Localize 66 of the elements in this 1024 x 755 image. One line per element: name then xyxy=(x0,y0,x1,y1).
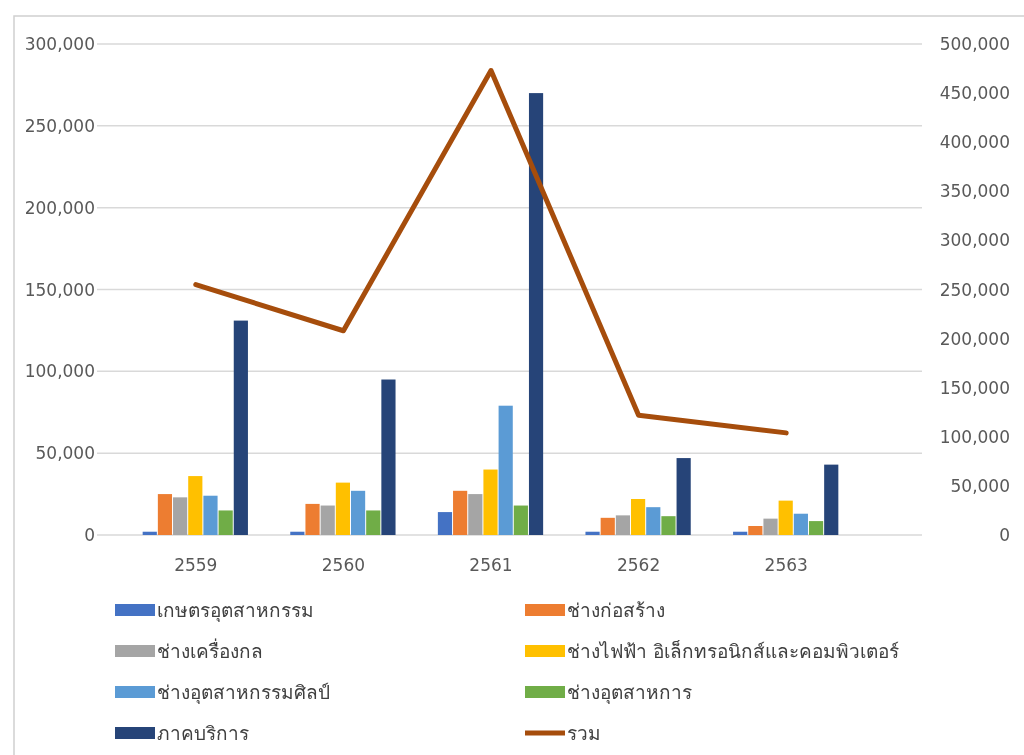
y-tick-label: 200,000 xyxy=(24,197,95,218)
bar xyxy=(793,513,808,535)
bar xyxy=(824,464,839,535)
bar xyxy=(483,469,498,535)
y2-tick-label: 500,000 xyxy=(939,34,1010,54)
bar xyxy=(646,507,661,535)
y-tick-label: 0 xyxy=(84,525,95,545)
y-tick-label: 50,000 xyxy=(35,443,95,464)
y-tick-label: 100,000 xyxy=(24,361,95,382)
bar xyxy=(778,500,793,535)
x-tick-label: 2562 xyxy=(616,555,661,575)
y2-tick-label: 250,000 xyxy=(939,279,1010,300)
y2-tick-label: 400,000 xyxy=(939,132,1010,153)
bar xyxy=(748,526,763,535)
x-tick-label: 2560 xyxy=(321,555,366,575)
y2-tick-label: 450,000 xyxy=(939,83,1010,104)
y-tick-label: 150,000 xyxy=(24,279,95,300)
y2-tick-label: 200,000 xyxy=(939,328,1010,349)
x-tick-label: 2561 xyxy=(469,555,513,575)
bar xyxy=(366,510,381,535)
bar xyxy=(513,505,528,535)
bar xyxy=(233,320,248,535)
y2-tick-label: 50,000 xyxy=(950,475,1010,496)
bar xyxy=(661,516,676,535)
bar xyxy=(498,405,513,535)
bar xyxy=(305,503,320,535)
legend-label: ช่างเครื่องกล xyxy=(157,638,263,662)
bar xyxy=(142,531,157,535)
legend-label: ช่างอุตสาหกรรมศิลป์ xyxy=(157,681,330,705)
legend-label: เกษตรอุตสาหกรรม xyxy=(157,599,314,623)
bar xyxy=(600,517,615,535)
bar xyxy=(615,515,631,535)
bar xyxy=(320,505,335,535)
bar xyxy=(528,93,544,535)
x-tick-label: 2563 xyxy=(764,555,808,575)
legend-label: ช่างไฟฟ้า อิเล็กทรอนิกส์และคอมพิวเตอร์ xyxy=(567,639,900,662)
bar xyxy=(585,531,600,535)
bar xyxy=(350,490,366,535)
legend-label: ช่างก่อสร้าง xyxy=(567,599,665,621)
bar xyxy=(468,494,483,535)
bar xyxy=(437,512,453,535)
bar xyxy=(157,494,173,535)
legend-label: ช่างอุตสาหการ xyxy=(567,681,692,705)
bar xyxy=(808,521,824,535)
x-tick-label: 2559 xyxy=(174,555,218,575)
bar xyxy=(335,482,350,535)
bar xyxy=(218,510,233,535)
bar xyxy=(733,531,748,535)
bar xyxy=(173,497,188,535)
y2-tick-label: 350,000 xyxy=(939,181,1010,202)
y2-tick-label: 0 xyxy=(999,525,1010,545)
bar xyxy=(763,518,778,535)
y2-tick-label: 300,000 xyxy=(939,230,1010,251)
bar xyxy=(453,490,468,535)
bar xyxy=(676,458,691,535)
y-tick-label: 300,000 xyxy=(24,34,95,54)
legend-label: รวม xyxy=(567,722,601,744)
legend-label: ภาคบริการ xyxy=(157,722,249,744)
y-tick-label: 250,000 xyxy=(24,115,95,136)
bar xyxy=(203,495,218,535)
bar xyxy=(290,531,305,535)
bar xyxy=(381,379,396,535)
bar xyxy=(631,498,646,535)
bar xyxy=(188,476,203,535)
y2-tick-label: 150,000 xyxy=(939,377,1010,398)
y2-tick-label: 100,000 xyxy=(939,426,1010,447)
